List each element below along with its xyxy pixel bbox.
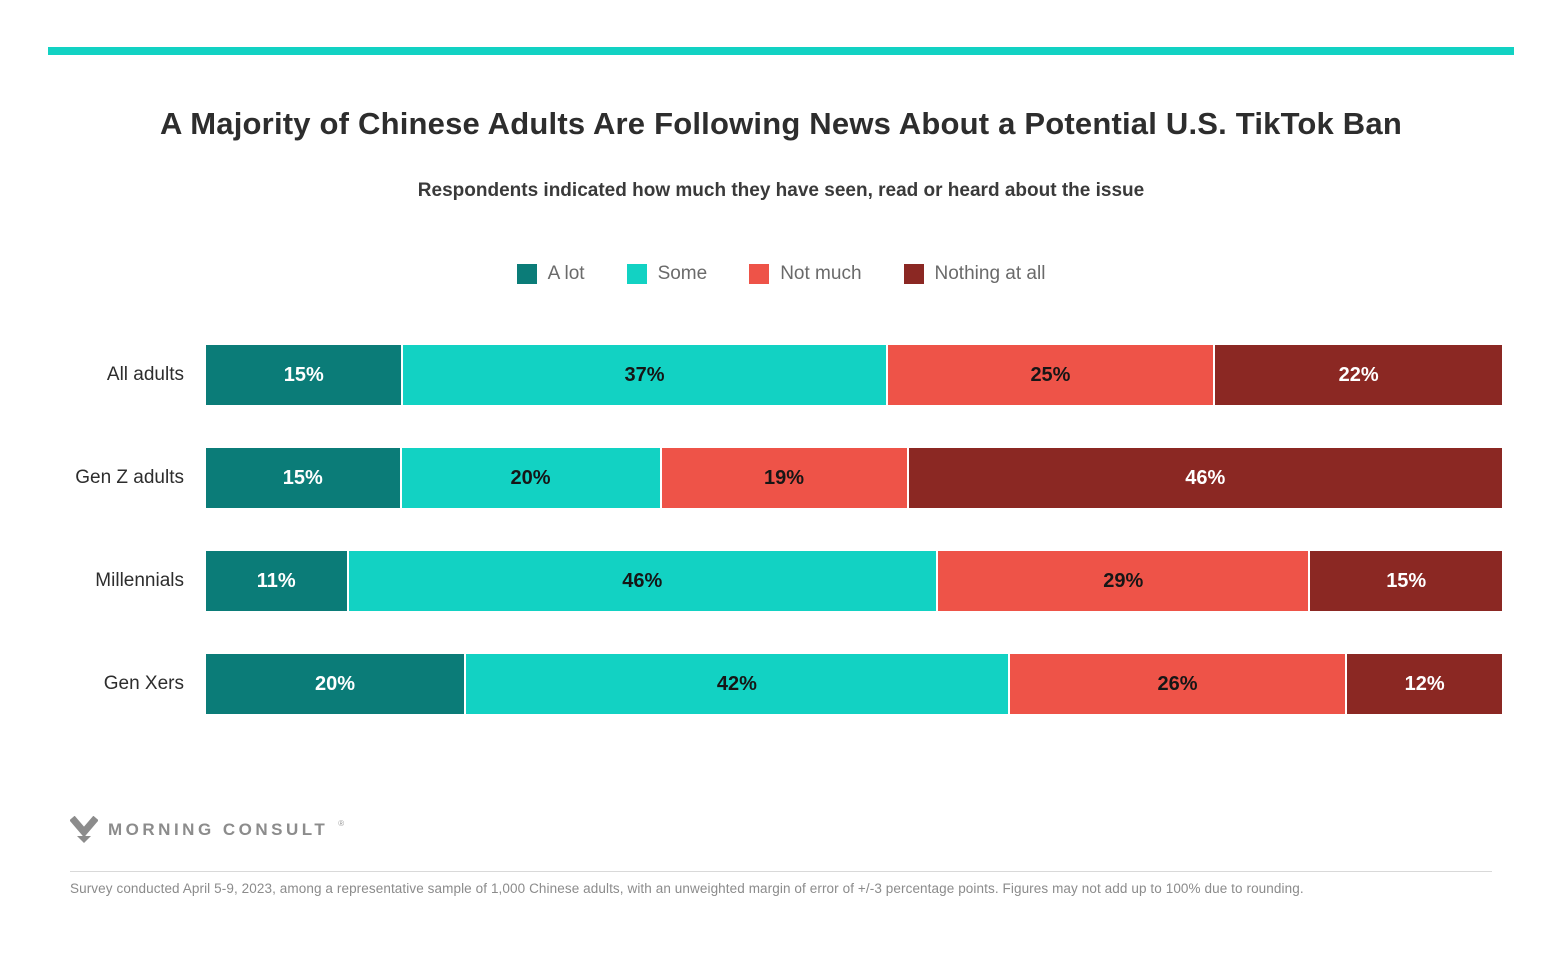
bar-segment: 15% bbox=[206, 345, 402, 405]
bar-value-label: 19% bbox=[764, 466, 805, 489]
bar-segment: 11% bbox=[206, 551, 347, 611]
bar-value-label: 26% bbox=[1157, 672, 1198, 695]
bar-value-label: 29% bbox=[1103, 569, 1144, 592]
legend-item: Nothing at all bbox=[903, 263, 1046, 285]
logo-text: MORNING CONSULT bbox=[108, 820, 329, 839]
bar-track: 11% 46% 29% 15% bbox=[206, 551, 1502, 611]
bar-segment: 15% bbox=[206, 448, 400, 508]
bar-segment: 15% bbox=[1310, 551, 1502, 611]
accent-top-bar bbox=[48, 47, 1514, 55]
bar-segment: 19% bbox=[661, 448, 907, 508]
footer-divider bbox=[70, 871, 1492, 872]
bar-segment: 46% bbox=[348, 551, 937, 611]
bar-value-label: 15% bbox=[1386, 569, 1427, 592]
bar-segment: 12% bbox=[1347, 654, 1502, 714]
bar-value-label: 12% bbox=[1404, 672, 1445, 695]
bar-segment: 29% bbox=[938, 551, 1309, 611]
legend-swatch-icon bbox=[903, 264, 924, 284]
bar-segment: 37% bbox=[403, 345, 886, 405]
morning-consult-logo-mark bbox=[70, 816, 98, 843]
chart-row: Gen Xers 20% 42% 26% 12% bbox=[70, 654, 1502, 714]
bar-value-label: 22% bbox=[1338, 363, 1379, 386]
legend-label: A lot bbox=[547, 263, 585, 284]
bar-segment: 26% bbox=[1009, 654, 1346, 714]
bar-value-label: 15% bbox=[283, 363, 324, 386]
bar-segment: 42% bbox=[466, 654, 1008, 714]
bar-value-label: 46% bbox=[622, 569, 663, 592]
bar-segment: 22% bbox=[1215, 345, 1502, 405]
legend: A lot Some Not much Nothing at all bbox=[0, 263, 1562, 285]
chart-row: Millennials 11% 46% 29% 15% bbox=[70, 551, 1502, 611]
bar-value-label: 37% bbox=[624, 363, 665, 386]
legend-item: Some bbox=[626, 263, 708, 285]
bar-value-label: 11% bbox=[256, 569, 296, 592]
chart-row: Gen Z adults 15% 20% 19% 46% bbox=[70, 448, 1502, 508]
stacked-bar-chart: All adults 15% 37% 25% 22% Gen Z adults 15% 20%… bbox=[70, 345, 1502, 757]
bar-value-label: 46% bbox=[1185, 466, 1226, 489]
category-label: Gen Xers bbox=[103, 673, 184, 694]
chart-row: All adults 15% 37% 25% 22% bbox=[70, 345, 1502, 405]
source-note: Survey conducted April 5-9, 2023, among … bbox=[70, 881, 1304, 896]
legend-label: Some bbox=[657, 263, 708, 284]
bar-value-label: 20% bbox=[510, 466, 551, 489]
bar-value-label: 15% bbox=[282, 466, 323, 489]
bar-value-label: 20% bbox=[314, 672, 356, 695]
legend-item: A lot bbox=[516, 263, 585, 285]
bar-segment: 20% bbox=[206, 654, 464, 714]
category-label: Gen Z adults bbox=[75, 467, 184, 488]
bar-track: 15% 20% 19% 46% bbox=[206, 448, 1502, 508]
legend-label: Nothing at all bbox=[934, 263, 1046, 284]
bar-value-label: 42% bbox=[716, 672, 757, 695]
bar-segment: 20% bbox=[401, 448, 660, 508]
legend-item: Not much bbox=[749, 263, 862, 285]
category-label: Millennials bbox=[95, 570, 184, 591]
page-subtitle: Respondents indicated how much they have… bbox=[417, 180, 1145, 201]
bar-segment: 25% bbox=[887, 345, 1214, 405]
morning-consult-logo: MORNING CONSULT ® bbox=[70, 816, 344, 844]
page-title: A Majority of Chinese Adults Are Followi… bbox=[160, 106, 1402, 141]
registered-mark-icon: ® bbox=[338, 818, 345, 828]
bar-track: 20% 42% 26% 12% bbox=[206, 654, 1502, 714]
bar-track: 15% 37% 25% 22% bbox=[206, 345, 1502, 405]
legend-label: Not much bbox=[780, 263, 862, 284]
category-label: All adults bbox=[106, 364, 184, 385]
bar-segment: 46% bbox=[908, 448, 1502, 508]
legend-swatch-icon bbox=[516, 264, 537, 284]
legend-swatch-icon bbox=[626, 264, 647, 284]
legend-swatch-icon bbox=[749, 264, 770, 284]
bar-value-label: 25% bbox=[1030, 363, 1071, 386]
